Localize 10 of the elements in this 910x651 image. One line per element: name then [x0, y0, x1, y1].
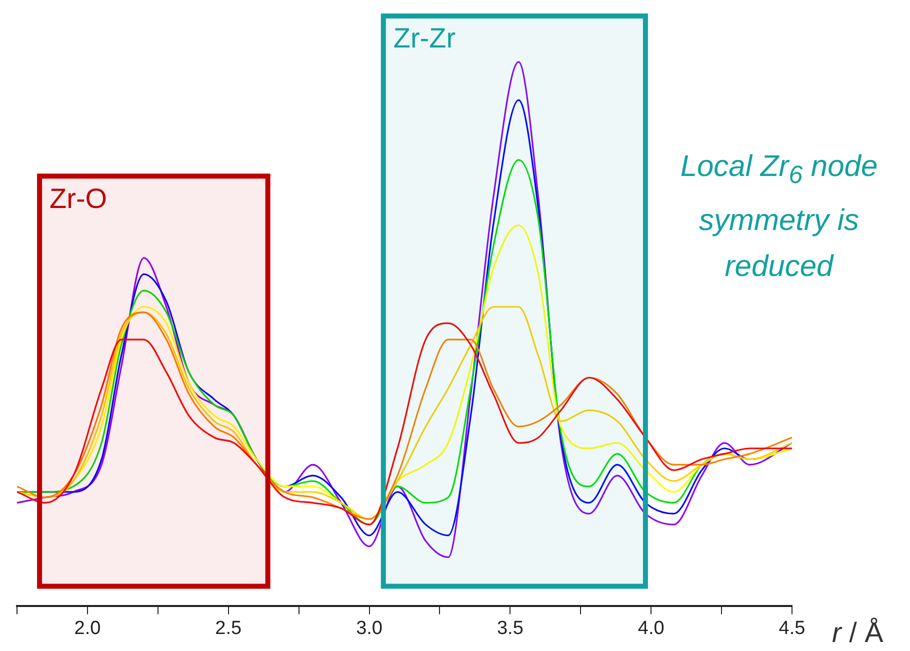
band-label: Zr-Zr [393, 22, 456, 54]
x-tick-label: 3.0 [356, 618, 382, 639]
x-tick-label: 4.0 [638, 618, 664, 639]
x-tick-label: 2.5 [215, 618, 242, 639]
band-label: Zr-O [50, 182, 108, 214]
x-axis-title: r / Å [832, 616, 884, 648]
annotation: Local Zr$_{6}$ node symmetry is reduced [679, 149, 879, 285]
x-tick-label: 3.5 [496, 618, 524, 639]
x-tick-label: 2.0 [74, 618, 101, 639]
x-tick-label: 4.5 [778, 618, 806, 639]
